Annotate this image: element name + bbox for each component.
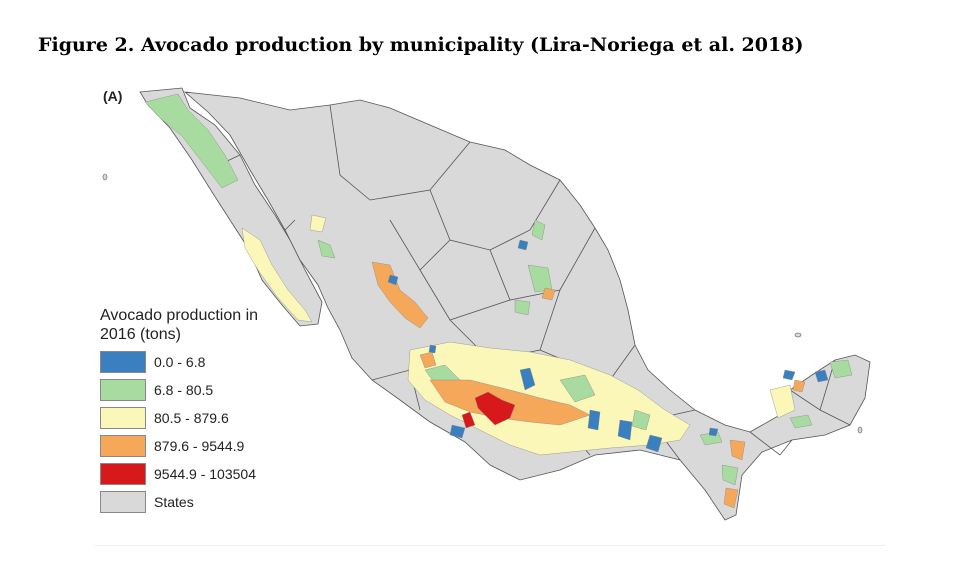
legend-swatch	[100, 379, 146, 401]
legend-label: 0.0 - 6.8	[154, 354, 206, 370]
legend-swatch	[100, 407, 146, 429]
legend-item: 9544.9 - 103504	[100, 462, 290, 486]
legend-item: 879.6 - 9544.9	[100, 434, 290, 458]
mexico-map	[102, 87, 871, 521]
legend-item: States	[100, 490, 290, 514]
legend-item: 6.8 - 80.5	[100, 378, 290, 402]
legend-swatch	[100, 463, 146, 485]
islands	[102, 173, 863, 434]
legend-label: 9544.9 - 103504	[154, 466, 256, 482]
legend-label: 80.5 - 879.6	[154, 410, 229, 426]
divider	[95, 545, 885, 546]
legend: Avocado production in 2016 (tons) 0.0 - …	[100, 306, 290, 518]
production-patches	[144, 93, 853, 509]
legend-swatch	[100, 351, 146, 373]
legend-item: 0.0 - 6.8	[100, 350, 290, 374]
panel-label: (A)	[103, 88, 123, 104]
legend-item: 80.5 - 879.6	[100, 406, 290, 430]
legend-swatch	[100, 435, 146, 457]
baja-california-peninsula	[139, 87, 323, 327]
legend-swatch	[100, 491, 146, 513]
figure-title: Figure 2. Avocado production by municipa…	[38, 34, 804, 56]
legend-label: 6.8 - 80.5	[154, 382, 214, 398]
legend-label: 879.6 - 9544.9	[154, 438, 245, 454]
legend-label: States	[154, 494, 194, 510]
legend-title: Avocado production in 2016 (tons)	[100, 307, 259, 343]
